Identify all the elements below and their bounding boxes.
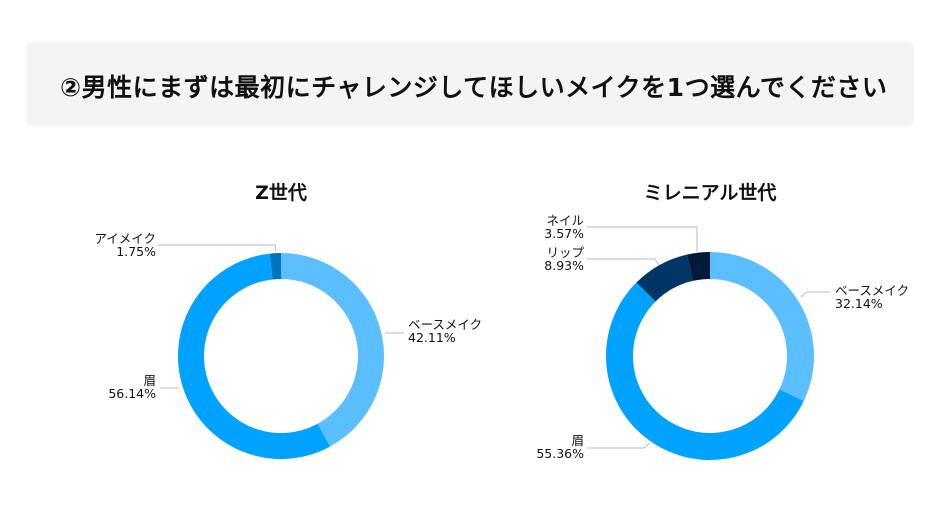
leader-lines [158,226,830,449]
label-eyebrow-z: 眉 56.14% [90,374,156,400]
donut-millennial [606,252,814,460]
label-value: 8.93% [544,258,584,273]
label-value: 32.14% [835,296,883,311]
leader-line-nail [587,226,698,251]
donut-slice [686,252,710,281]
leader-line-eye-make [158,244,277,252]
label-eyebrow-m: 眉 55.36% [520,434,584,460]
label-eye-make-z: アイメイク 1.75% [80,232,156,258]
donut-slice [636,254,693,302]
label-base-make-z: ベースメイク 42.11% [408,318,482,344]
label-name: リップ [546,245,584,260]
donut-slice [606,282,804,460]
label-value: 56.14% [108,386,156,401]
label-name: ネイル [546,213,584,228]
label-name: 眉 [143,373,156,388]
leader-line-eyebrow-m [587,442,651,449]
donut-slice [281,253,384,447]
label-name: ベースメイク [408,317,483,332]
chart-title-millennial: ミレニアル世代 [643,182,777,204]
question-title: ②男性にまずは最初にチャレンジしてほしいメイクを1つ選んでください [60,73,888,102]
donut-slice [269,253,281,280]
label-value: 55.36% [536,446,584,461]
donut-slice [177,253,330,459]
donut-gen-z [177,253,384,459]
label-value: 42.11% [408,330,456,345]
leader-line-base-make-m [800,291,830,298]
label-value: 1.75% [116,244,156,259]
label-lip-m: リップ 8.93% [520,246,584,272]
donut-slice [710,252,814,402]
label-name: アイメイク [94,231,156,246]
question-title-box: ②男性にまずは最初にチャレンジしてほしいメイクを1つ選んでください [26,42,914,126]
label-base-make-m: ベースメイク 32.14% [835,284,909,310]
label-nail-m: ネイル 3.57% [520,214,584,240]
label-name: 眉 [571,433,584,448]
chart-title-gen-z: Z世代 [255,182,307,204]
label-name: ベースメイク [835,283,910,298]
label-value: 3.57% [544,226,584,241]
leader-line-lip [587,258,660,266]
